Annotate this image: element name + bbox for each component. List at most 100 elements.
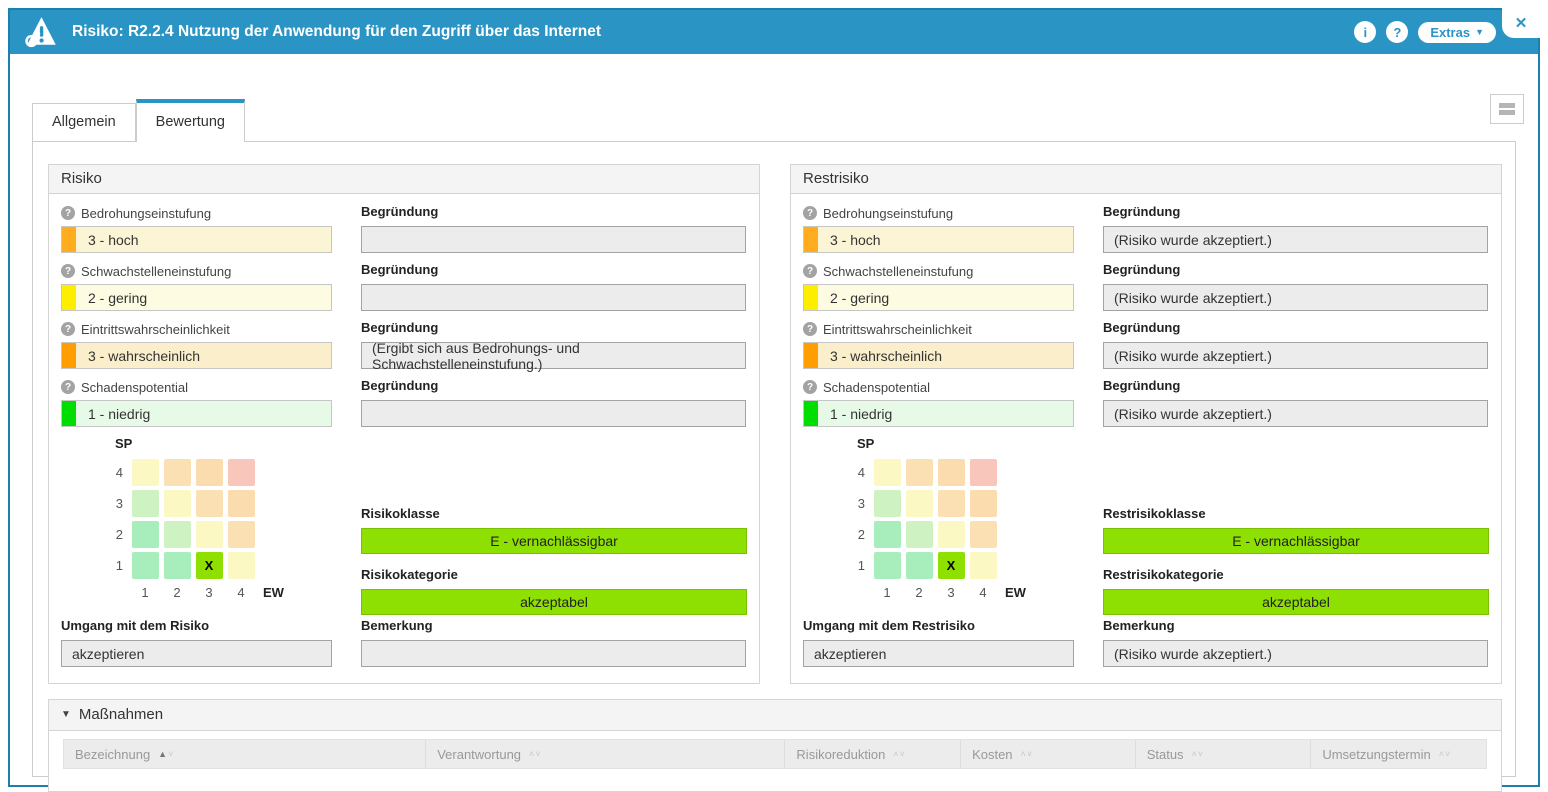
field-label: Begründung — [361, 262, 439, 277]
sort-icons: ▲˅ — [158, 749, 175, 759]
field-help-icon[interactable]: ? — [803, 322, 817, 336]
begruendung-input[interactable]: (Risiko wurde akzeptiert.) — [1103, 342, 1488, 369]
info-icon: i — [1363, 24, 1368, 40]
matrix-cell — [969, 490, 997, 517]
column-header-verantwortung[interactable]: Verantwortung ˄˅ — [425, 740, 784, 768]
begruendung-input[interactable]: (Ergibt sich aus Bedrohungs- und Schwach… — [361, 340, 746, 372]
matrix-cell — [873, 521, 901, 548]
risk-dialog-window: Risiko: R2.2.4 Nutzung der Anwendung für… — [8, 2, 1540, 792]
matrix-row-label: 3 — [857, 496, 865, 511]
tab-bewertung[interactable]: Bewertung — [135, 99, 245, 142]
list-icon — [1499, 103, 1515, 108]
matrix-marker-cell: X — [195, 552, 223, 579]
info-button[interactable]: i — [1354, 21, 1377, 43]
schwachstelleneinstufung-select[interactable]: 2 - gering — [803, 284, 1074, 311]
matrix-col-label: 1 — [883, 585, 891, 600]
column-header-risikoreduktion[interactable]: Risikoreduktion ˄˅ — [784, 740, 960, 768]
massnahmen-section-header[interactable]: ▼ Maßnahmen — [49, 700, 1501, 731]
matrix-cell — [131, 490, 159, 517]
column-header-status[interactable]: Status ˄˅ — [1134, 740, 1311, 768]
schadenspotential-select[interactable]: 1 - niedrig — [61, 400, 332, 427]
massnahmen-title: Maßnahmen — [78, 706, 164, 723]
extras-button[interactable]: Extras ▼ — [1418, 21, 1496, 43]
matrix-row-label: 1 — [115, 558, 123, 573]
matrix-cell — [227, 552, 255, 579]
matrix-cell — [163, 552, 191, 579]
matrix-cell — [195, 459, 223, 486]
severity-color-bar — [62, 401, 76, 426]
column-label: Kosten — [972, 746, 1013, 762]
begruendung-input[interactable]: (Risiko wurde akzeptiert.) — [1103, 400, 1488, 427]
matrix-cell — [969, 552, 997, 579]
begruendung-input[interactable] — [361, 400, 746, 427]
eintrittswahrscheinlichkeit-select[interactable]: 3 - wahrscheinlich — [61, 342, 332, 369]
restrisiko-panel: Restrisiko ? Bedrohungseinstufung 3 - hoc… — [790, 164, 1502, 684]
field-help-icon[interactable]: ? — [803, 264, 817, 278]
bemerkung-label: Bemerkung — [361, 618, 433, 633]
severity-color-bar — [62, 227, 76, 252]
help-button[interactable]: ? — [1386, 21, 1409, 43]
field-help-icon[interactable]: ? — [61, 380, 75, 394]
matrix-row-label: 3 — [115, 496, 123, 511]
begruendung-input[interactable] — [361, 226, 746, 253]
layout-toggle-button[interactable] — [1490, 94, 1524, 124]
risikoklasse-value: E - vernachlässigbar — [361, 528, 747, 554]
column-header-umsetzungstermin[interactable]: Umsetzungstermin ˄˅ — [1310, 740, 1486, 768]
bemerkung-input[interactable] — [361, 640, 746, 667]
matrix-row-label: 4 — [115, 465, 123, 480]
bedrohungseinstufung-select[interactable]: 3 - hoch — [61, 226, 332, 253]
risiko-panel-title: Risiko — [49, 165, 759, 194]
severity-color-bar — [804, 285, 818, 310]
matrix-cell — [163, 521, 191, 548]
umgang-input[interactable]: akzeptieren — [803, 640, 1074, 667]
field-label: Begründung — [1103, 320, 1181, 335]
bemerkung-input[interactable]: (Risiko wurde akzeptiert.) — [1103, 640, 1488, 667]
matrix-cell — [873, 490, 901, 517]
residual-risk-matrix: SP 4 3 2 1 X 1 2 3 4 EW — [845, 436, 1026, 600]
umgang-label: Umgang mit dem Risiko — [61, 618, 210, 633]
begruendung-input[interactable] — [361, 284, 746, 311]
risikokategorie-label: Risikokategorie — [361, 567, 458, 582]
tab-label: Bewertung — [155, 114, 225, 130]
matrix-cell — [905, 521, 933, 548]
field-label: Eintrittswahrscheinlichkeit — [823, 321, 972, 337]
extras-label: Extras — [1430, 24, 1471, 40]
matrix-cell — [131, 552, 159, 579]
matrix-cell — [227, 490, 255, 517]
begruendung-input[interactable]: (Risiko wurde akzeptiert.) — [1103, 284, 1488, 311]
schadenspotential-select[interactable]: 1 - niedrig — [803, 400, 1074, 427]
field-help-icon[interactable]: ? — [61, 322, 75, 336]
select-value: 3 - hoch — [830, 231, 881, 248]
matrix-cell — [195, 490, 223, 517]
matrix-cell — [969, 459, 997, 486]
field-help-icon[interactable]: ? — [803, 206, 817, 220]
close-button[interactable]: ✕ — [1502, 2, 1540, 38]
begruendung-input[interactable]: (Risiko wurde akzeptiert.) — [1103, 226, 1488, 253]
eintrittswahrscheinlichkeit-select[interactable]: 3 - wahrscheinlich — [803, 342, 1074, 369]
tab-allgemein[interactable]: Allgemein — [32, 103, 136, 141]
help-icon: ? — [1393, 24, 1402, 40]
sort-icons: ˄˅ — [1191, 749, 1205, 759]
bedrohungseinstufung-select[interactable]: 3 - hoch — [803, 226, 1074, 253]
field-label: Begründung — [361, 320, 439, 335]
field-label: Schwachstelleneinstufung — [823, 263, 974, 279]
bewertung-tab-content: Risiko ? Bedrohungseinstufung 3 - hoch Be… — [32, 141, 1516, 792]
column-header-bezeichnung[interactable]: Bezeichnung ▲˅ — [64, 740, 425, 768]
select-value: 1 - niedrig — [88, 405, 151, 422]
field-label: Begründung — [1103, 204, 1181, 219]
schwachstelleneinstufung-select[interactable]: 2 - gering — [61, 284, 332, 311]
field-help-icon[interactable]: ? — [61, 206, 75, 220]
matrix-cell — [163, 490, 191, 517]
risikoklasse-label: Risikoklasse — [361, 506, 440, 521]
field-label: Begründung — [361, 378, 439, 393]
field-label: Begründung — [1103, 262, 1181, 277]
tab-bar: Allgemein Bewertung — [32, 94, 1524, 142]
umgang-input[interactable]: akzeptieren — [61, 640, 332, 667]
field-label: Begründung — [361, 204, 439, 219]
column-header-kosten[interactable]: Kosten ˄˅ — [960, 740, 1135, 768]
matrix-cell — [163, 459, 191, 486]
field-help-icon[interactable]: ? — [61, 264, 75, 278]
severity-color-bar — [62, 343, 76, 368]
umgang-label: Umgang mit dem Restrisiko — [803, 618, 975, 633]
field-help-icon[interactable]: ? — [803, 380, 817, 394]
